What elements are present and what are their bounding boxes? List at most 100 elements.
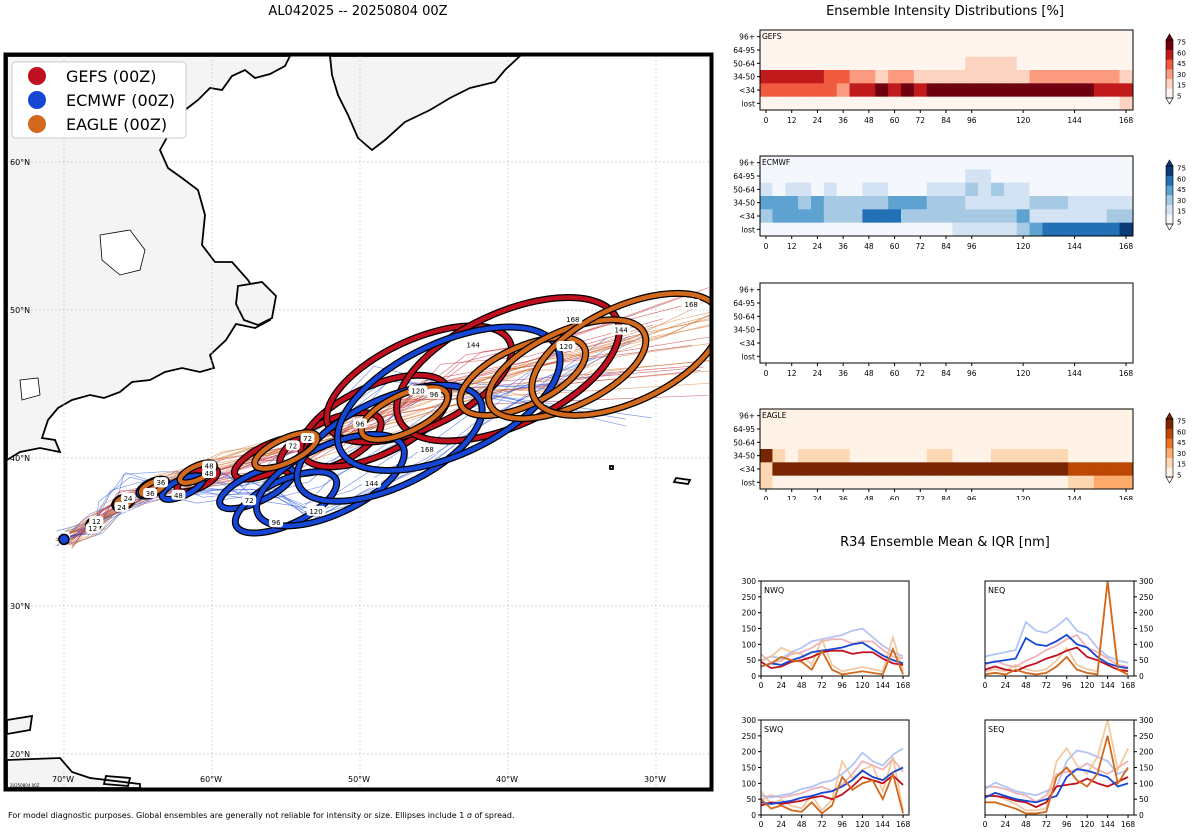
- heat-cell: [823, 422, 838, 437]
- heat-cell: [926, 422, 940, 437]
- heat-cell: [1119, 56, 1134, 71]
- heat-cell: [823, 83, 838, 98]
- heat-cell: [772, 56, 786, 71]
- heat-cell: [811, 449, 825, 463]
- x-tick: 144: [1067, 242, 1082, 251]
- heat-cell: [901, 96, 915, 111]
- heat-cell: [849, 222, 863, 237]
- heat-cell: [862, 409, 876, 423]
- heat-cell: [1106, 43, 1120, 58]
- heat-cell: [1055, 70, 1069, 84]
- heat-cell: [965, 56, 979, 71]
- heat-cell: [1106, 182, 1120, 197]
- heat-cell: [965, 196, 979, 210]
- heat-cell: [1003, 475, 1018, 490]
- heat-cell: [965, 475, 979, 490]
- heat-cell: [772, 30, 786, 44]
- row-label: 64-95: [733, 46, 755, 55]
- heat-cell: [1016, 169, 1030, 184]
- r34-x-tick: 168: [1121, 820, 1136, 829]
- x-tick: 144: [1067, 369, 1082, 378]
- colorbar-label: 30: [1177, 71, 1186, 79]
- heat-cell: [1068, 30, 1082, 44]
- heat-cell: [875, 30, 889, 44]
- heat-cell: [926, 475, 940, 490]
- heat-cell: [888, 409, 902, 423]
- r34-x-tick: 144: [1100, 681, 1115, 690]
- greenland: [329, 56, 522, 152]
- heat-cell: [772, 196, 786, 210]
- heat-cell: [1068, 422, 1082, 437]
- heat-cell: [862, 30, 876, 44]
- heat-cell: [849, 70, 863, 84]
- heat-cell: [1068, 169, 1082, 184]
- heat-cell: [1055, 196, 1069, 210]
- heat-cell: [991, 196, 1005, 210]
- intensity-panel: 96+ 64-95 50-64 34-50 <34 lost 0 12 24 36 48 60 72 84…: [733, 155, 1186, 251]
- heat-cell: [1003, 209, 1018, 224]
- heat-cell: [772, 156, 786, 170]
- heat-cell: [785, 475, 799, 490]
- colorbar-swatch: [1166, 457, 1173, 468]
- heat-cell: [862, 96, 876, 111]
- heat-cell: [901, 83, 915, 98]
- spread-ellipse: [357, 384, 452, 444]
- heat-cell: [926, 70, 940, 84]
- panel-name: EAGLE: [762, 411, 787, 420]
- heat-cell: [1068, 409, 1082, 423]
- heat-cell: [913, 422, 928, 437]
- row-label: 50-64: [733, 438, 755, 447]
- heat-cell: [1029, 70, 1043, 84]
- lon-label: 50°W: [348, 775, 370, 784]
- heat-cell: [1119, 156, 1134, 170]
- heat-cell: [991, 56, 1005, 71]
- x-tick: 60: [890, 495, 900, 500]
- colorbar-swatch: [1166, 88, 1173, 99]
- heat-cell: [836, 96, 850, 111]
- heat-cell: [849, 462, 863, 477]
- colorbar-label: 30: [1177, 450, 1186, 458]
- heat-cell: [798, 435, 812, 450]
- row-label: 50-64: [733, 312, 755, 321]
- hour-label-bg: [171, 489, 186, 500]
- x-tick: 120: [1016, 242, 1031, 251]
- heat-cell: [1055, 182, 1069, 197]
- heat-cell: [939, 475, 953, 490]
- x-tick: 24: [813, 116, 823, 125]
- heat-cell: [1119, 196, 1134, 210]
- heat-cell: [978, 435, 992, 450]
- colorbar-label: 5: [1177, 93, 1181, 101]
- heat-cell: [1068, 449, 1082, 463]
- newfoundland: [235, 281, 277, 326]
- heat-cell: [1068, 196, 1082, 210]
- heat-cell: [785, 435, 799, 450]
- hour-label: 48: [174, 492, 183, 500]
- heat-cell: [888, 209, 902, 224]
- heat-cell: [760, 449, 773, 463]
- heat-cell: [1093, 422, 1108, 437]
- heat-cell: [772, 222, 786, 237]
- heat-cell: [1029, 475, 1043, 490]
- spread-ellipse: [251, 429, 321, 473]
- heat-cell: [952, 169, 966, 184]
- r34-iqr-line: [985, 719, 1129, 812]
- colorbar-label: 45: [1177, 186, 1186, 194]
- heat-cell: [965, 156, 979, 170]
- hour-label: 36: [146, 490, 155, 498]
- heat-cell: [1106, 422, 1120, 437]
- caribbean-islands: [7, 714, 141, 788]
- heat-cell: [785, 209, 799, 224]
- heat-cell: [849, 156, 863, 170]
- heat-cell: [926, 462, 940, 477]
- r34-y-tick: 0: [751, 811, 756, 820]
- colorbar-label: 60: [1177, 175, 1186, 183]
- heat-cell: [836, 30, 850, 44]
- colorbar-swatch: [1166, 49, 1173, 60]
- heat-cell: [875, 83, 889, 98]
- heat-cell: [978, 462, 992, 477]
- heat-cell: [901, 462, 915, 477]
- r34-y-tick: 150: [742, 764, 757, 773]
- heat-cell: [823, 56, 838, 71]
- heat-cell: [926, 196, 940, 210]
